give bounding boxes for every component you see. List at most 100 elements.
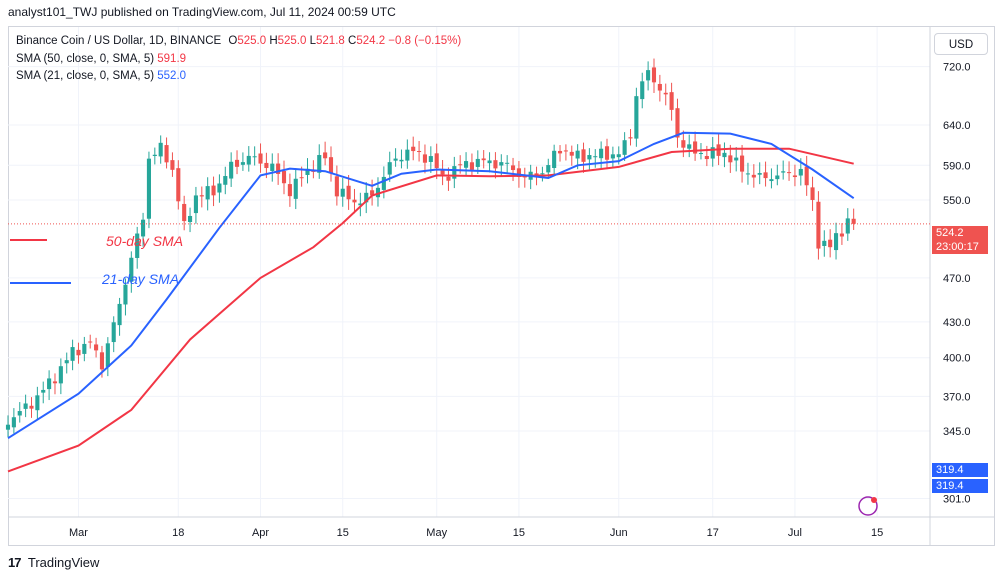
candle-body [757,173,762,175]
candle-body [287,184,292,197]
candle [640,72,645,109]
candle-body [99,352,105,370]
candle-body [176,168,181,202]
candle [223,166,228,195]
candle [417,141,422,162]
ohlc-legend: Binance Coin / US Dollar, 1D, BINANCE O5… [16,35,461,47]
candle [522,167,527,188]
candle-body [70,347,75,361]
candle-body [340,188,345,197]
candle [804,155,809,196]
sma21-label: SMA (21, close, 0, SMA, 5) [16,70,155,82]
candle-body [193,195,198,214]
candle [94,337,99,358]
candle-body [317,155,322,173]
candle-body [663,92,668,95]
candle-body [105,343,110,367]
x-tick-label: Jun [610,527,628,539]
candle [681,130,686,158]
candle [11,408,16,434]
candle [810,176,815,211]
candle [281,160,287,195]
candle [405,139,410,169]
candle [552,144,557,176]
candle-body [199,195,204,197]
candle [258,143,263,173]
sma50-legend[interactable]: SMA (50, close, 0, SMA, 5) 591.9 [16,53,186,65]
candle [35,386,40,421]
alert-icon[interactable] [858,496,878,516]
candle [170,152,175,177]
publish-info: analyst101_TWJ published on TradingView.… [8,5,396,19]
lower-tag-2: 319.4 [932,479,988,493]
candle [745,162,751,185]
candle [434,143,439,180]
symbol-name: Binance Coin / US Dollar, 1D, BINANCE [16,35,222,47]
candle-body [58,366,63,384]
candle-body [469,162,474,170]
candle [839,223,844,245]
candle-body [393,158,398,161]
candle-body [563,150,568,152]
candle-body [211,185,216,196]
candle-body [446,176,451,181]
candle-body [722,152,727,158]
candle-body [434,153,439,169]
candle [845,208,850,241]
grid [8,27,930,517]
candle [129,251,134,293]
candle [828,229,833,258]
candle [246,146,251,172]
candle [352,188,357,214]
candle [158,135,163,164]
currency-button[interactable]: USD [934,33,988,55]
candle-body [839,233,844,237]
candle-body [47,378,52,390]
candle-body [822,240,827,246]
open-value: 525.0 [237,35,267,47]
candle [792,164,797,187]
candle-body [23,403,28,409]
candle-body [17,411,22,416]
candle [23,394,28,418]
candle-body [734,157,739,161]
candle [229,152,234,187]
candle [187,207,193,233]
sma21-value: 552.0 [157,70,187,82]
candle-body [622,140,627,155]
candle-body [493,160,498,169]
x-tick-label: May [426,527,447,539]
candle [370,179,375,206]
candle [270,153,275,182]
candle-body [323,152,328,159]
candle [634,87,639,147]
candle-body [599,148,604,159]
candle-body [346,185,351,200]
tradingview-branding[interactable]: 17 TradingView [8,555,99,570]
candle [651,58,657,93]
candle-body [440,169,445,175]
candle [411,136,416,161]
candle [446,167,451,191]
candle [287,173,292,207]
candle-body [158,142,163,157]
candle-body [804,166,809,186]
candle [399,149,404,169]
sma21-legend[interactable]: SMA (21, close, 0, SMA, 5) 552.0 [16,70,186,82]
candle [657,74,662,102]
candle [581,142,586,173]
candle-body [5,424,11,430]
candle-body [82,343,87,354]
candle-body [792,175,797,178]
candle-body [681,140,686,148]
candle-body [816,201,821,249]
candle [663,83,668,106]
open-label: O [228,35,238,47]
candle [593,149,598,168]
candle [358,192,363,217]
candle-body [775,175,780,180]
candle-body [422,154,428,163]
candle-body [264,162,269,169]
candle [234,150,240,175]
